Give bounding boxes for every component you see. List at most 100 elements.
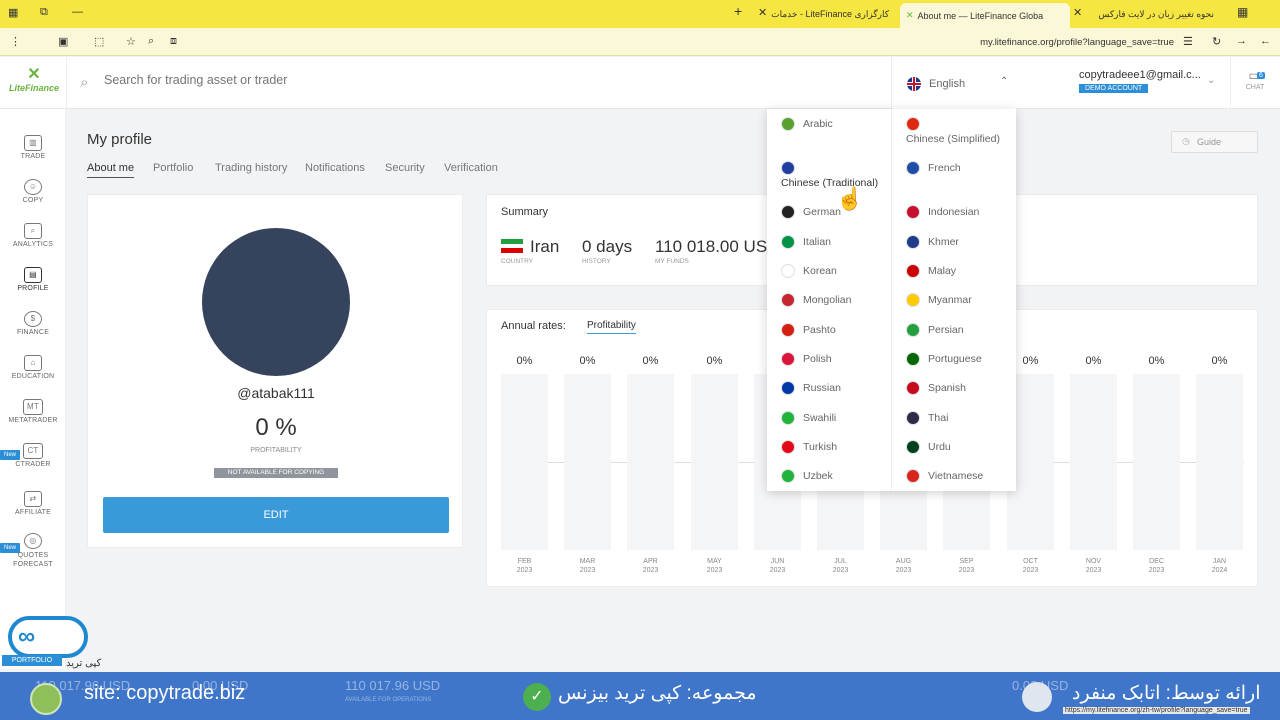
edit-button[interactable]: EDIT — [103, 497, 449, 533]
window-minimize-icon[interactable]: — — [72, 6, 83, 18]
sidebar-item-analytics[interactable]: ⌕ ANALYTICS — [0, 223, 66, 248]
portfolio-tab[interactable]: PORTFOLIO — [2, 655, 62, 666]
language-option-urdu[interactable]: Urdu — [892, 436, 1016, 462]
extensions-icon[interactable]: ⬚ — [94, 36, 105, 48]
language-option-vietnamese[interactable]: Vietnamese — [892, 465, 1016, 491]
month-bar[interactable] — [1070, 374, 1117, 550]
tab-portfolio[interactable]: Portfolio — [153, 162, 194, 174]
sidebar-item-quotes-forecast[interactable]: ◎ QUOTES FORECAST — [0, 533, 66, 569]
sidebar-item-ctrader[interactable]: CT CTRADER — [0, 443, 66, 468]
month-bar[interactable] — [501, 374, 548, 550]
month-bar[interactable] — [1196, 374, 1243, 550]
language-option-uzbek[interactable]: Uzbek — [767, 465, 891, 491]
sidebar-item-copy[interactable]: ☺ COPY — [0, 179, 66, 204]
language-option-polish[interactable]: Polish — [767, 348, 891, 374]
month-label: FEB 2023 — [501, 557, 548, 575]
user-email[interactable]: copytradeee1@gmail.c... — [1079, 69, 1201, 81]
tab-security[interactable]: Security — [385, 162, 425, 174]
language-label: English — [929, 78, 966, 90]
forward-icon[interactable]: ← — [1260, 35, 1271, 47]
language-option-myanmar[interactable]: Myanmar — [892, 289, 1016, 315]
browser-menu-icon[interactable]: ▦ — [1237, 5, 1249, 19]
language-label: Vietnamese — [928, 470, 984, 482]
translate-icon[interactable]: ⧈ — [170, 35, 177, 47]
month-year: 2023 — [1148, 567, 1165, 574]
tab-close-icon[interactable]: ✕ — [1073, 7, 1083, 19]
language-label: Chinese (Simplified) — [906, 133, 1000, 145]
litefinance-logo[interactable]: ✕ LiteFinance — [8, 66, 60, 94]
language-option-indonesian[interactable]: Indonesian — [892, 201, 1016, 227]
tab-about-me[interactable]: ✕ About me — LiteFinance Globa — [900, 3, 1070, 28]
star-icon[interactable]: ☆ — [126, 36, 136, 48]
flag-icon — [906, 411, 920, 425]
sidebar-item-education[interactable]: ⌂ EDUCATION — [0, 355, 66, 380]
language-option-chinese-traditional[interactable]: Chinese (Traditional) — [767, 157, 891, 189]
tab-notifications[interactable]: Notifications — [305, 162, 365, 174]
language-option-malay[interactable]: Malay — [892, 260, 1016, 286]
language-option-russian[interactable]: Russian — [767, 377, 891, 403]
litefinance-favicon: ✕ — [906, 10, 914, 20]
menu-icon[interactable]: ▦ — [8, 7, 19, 19]
month-bar[interactable] — [691, 374, 738, 550]
back-icon[interactable]: → — [1236, 35, 1247, 47]
url-field[interactable]: my.litefinance.org/profile?language_save… — [980, 37, 1174, 48]
month-bar[interactable] — [627, 374, 674, 550]
language-option-mongolian[interactable]: Mongolian — [767, 289, 891, 315]
guide-button[interactable]: ◷ Guide — [1171, 131, 1258, 153]
flag-icon — [781, 440, 795, 454]
video-overlay-banner: 110 017.96 USD 0.00 USD 110 017.96 USD A… — [0, 672, 1280, 720]
chevron-down-icon[interactable]: ⌄ — [1207, 75, 1216, 86]
zoom-icon[interactable]: ⌕ — [148, 35, 155, 47]
avatar[interactable] — [202, 228, 350, 376]
language-option-turkish[interactable]: Turkish — [767, 436, 891, 462]
language-option-khmer[interactable]: Khmer — [892, 231, 1016, 257]
metatrader-icon: MT — [23, 399, 43, 415]
tab-trading-history[interactable]: Trading history — [215, 162, 288, 174]
language-option-portuguese[interactable]: Portuguese — [892, 348, 1016, 374]
profitability-tab[interactable]: Profitability — [587, 320, 636, 334]
chat-button[interactable]: ▭ 6 CHAT — [1240, 67, 1270, 91]
sidebar-item-finance[interactable]: $ FINANCE — [0, 311, 66, 336]
language-label: Italian — [803, 236, 832, 248]
language-option-pashto[interactable]: Pashto — [767, 319, 891, 345]
reader-icon[interactable]: ☰ — [1183, 36, 1193, 48]
tab-video[interactable]: نحوه تغییر زبان در لایت فارکس — [1090, 3, 1220, 25]
reload-icon[interactable]: ↻ — [1212, 36, 1222, 48]
language-option-spanish[interactable]: Spanish — [892, 377, 1016, 403]
new-tab-icon[interactable]: + — [734, 3, 743, 19]
tab-close-icon[interactable]: ✕ — [758, 7, 768, 19]
globe-icon — [30, 683, 62, 715]
month-bar[interactable] — [1133, 374, 1180, 550]
logo-mark-icon: ✕ — [27, 66, 41, 83]
language-option-arabic[interactable]: Arabic — [767, 113, 891, 139]
language-label: Swahili — [803, 412, 837, 424]
sidebar-item-affiliate[interactable]: ⇄ AFFILIATE — [0, 491, 66, 516]
tab-list-icon[interactable]: ⧉ — [40, 6, 48, 18]
language-option-swahili[interactable]: Swahili — [767, 407, 891, 433]
language-option-german[interactable]: German — [767, 201, 891, 227]
sidebar-item-profile[interactable]: ▤ PROFILE — [0, 267, 66, 292]
tab-verification[interactable]: Verification — [444, 162, 498, 174]
language-option-french[interactable]: French — [892, 157, 1016, 183]
month-bar[interactable] — [564, 374, 611, 550]
month-value: 0% — [579, 355, 596, 367]
language-option-korean[interactable]: Korean — [767, 260, 891, 286]
sidebar-item-trade[interactable]: ▥ TRADE — [0, 135, 66, 160]
language-option-thai[interactable]: Thai — [892, 407, 1016, 433]
language-option-persian[interactable]: Persian — [892, 319, 1016, 345]
language-selector[interactable]: English ⌃ — [891, 57, 1016, 109]
language-label: Portuguese — [928, 353, 982, 365]
sidebar-icon[interactable]: ▣ — [58, 36, 69, 48]
more-icon[interactable]: ⋮ — [10, 36, 21, 48]
sidebar-item-metatrader[interactable]: MT METATRADER — [0, 399, 66, 424]
flag-icon — [906, 469, 920, 483]
search-input[interactable] — [104, 73, 604, 87]
tab-services[interactable]: کارگزاری LiteFinance - خدمات ه — [770, 3, 895, 25]
search-icon: ⌕ — [80, 74, 89, 91]
tab-about-me[interactable]: About me — [87, 162, 135, 178]
summary-title: Summary — [501, 206, 549, 218]
language-option-chinese-simplified[interactable]: Chinese (Simplified) — [892, 113, 1016, 145]
month-value: 0% — [1085, 355, 1102, 367]
sidebar-item-label: QUOTES FORECAST — [13, 552, 53, 568]
language-option-italian[interactable]: Italian — [767, 231, 891, 257]
